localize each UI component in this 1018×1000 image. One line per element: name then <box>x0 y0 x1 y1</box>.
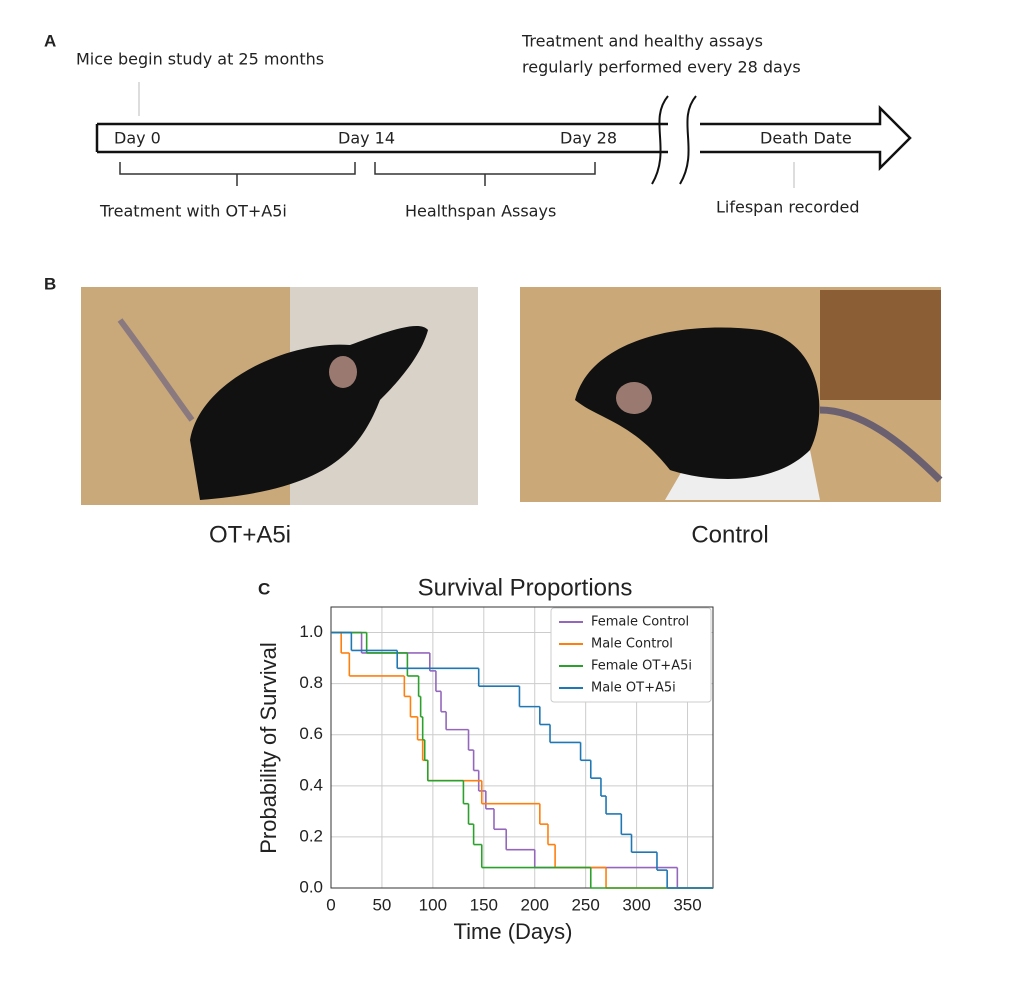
panel-label: C <box>258 579 270 598</box>
phase-label: Lifespan recorded <box>716 198 859 217</box>
photo <box>520 287 943 502</box>
note: Treatment and healthy assays <box>521 32 763 51</box>
x-tick-label: 350 <box>673 895 701 914</box>
legend-label: Male OT+A5i <box>591 681 676 696</box>
legend-label: Female OT+A5i <box>591 659 692 674</box>
y-tick-label: 0.0 <box>299 877 323 896</box>
break-mark <box>651 95 697 185</box>
day-label: Day 14 <box>338 129 395 148</box>
phase-label: Treatment with OT+A5i <box>99 202 287 221</box>
panel-label: B <box>44 274 56 293</box>
x-tick-label: 150 <box>470 895 498 914</box>
phase-label: Healthspan Assays <box>405 202 556 221</box>
day-label: Death Date <box>760 129 852 148</box>
x-tick-label: 250 <box>571 895 599 914</box>
legend-box <box>550 607 712 703</box>
brace <box>374 162 596 186</box>
day-label: Day 0 <box>114 129 161 148</box>
y-tick-label: 0.6 <box>299 724 323 743</box>
y-tick-label: 0.2 <box>299 826 323 845</box>
x-tick-label: 50 <box>372 895 391 914</box>
y-tick-label: 1.0 <box>299 622 323 641</box>
legend-label: Female Control <box>591 615 689 630</box>
plot-area: 0 50 100 150 200 250 300 350 0.0 0.2 0.4 0.6 0.8 1.0 F… <box>299 606 714 914</box>
brace <box>119 162 356 186</box>
y-axis-label: Probability of Survival <box>256 642 281 854</box>
x-tick-label: 0 <box>326 895 335 914</box>
x-tick-label: 300 <box>622 895 650 914</box>
note: regularly performed every 28 days <box>522 58 801 77</box>
day-label: Day 28 <box>560 129 617 148</box>
panel-label: A <box>44 31 56 50</box>
x-tick-label: 100 <box>419 895 447 914</box>
y-tick-label: 0.4 <box>299 775 323 794</box>
photo <box>81 287 478 505</box>
x-axis-label: Time (Days) <box>454 919 573 944</box>
chart-title: Survival Proportions <box>418 574 633 601</box>
note: Mice begin study at 25 months <box>76 50 324 69</box>
timeline <box>95 122 668 154</box>
photo-caption: Control <box>691 521 768 548</box>
timeline-arrow <box>700 104 912 172</box>
legend-label: Male Control <box>591 637 673 652</box>
photo-caption: OT+A5i <box>209 521 291 548</box>
plot-frame <box>330 606 714 889</box>
y-tick-label: 0.8 <box>299 673 323 692</box>
x-tick-label: 200 <box>521 895 549 914</box>
